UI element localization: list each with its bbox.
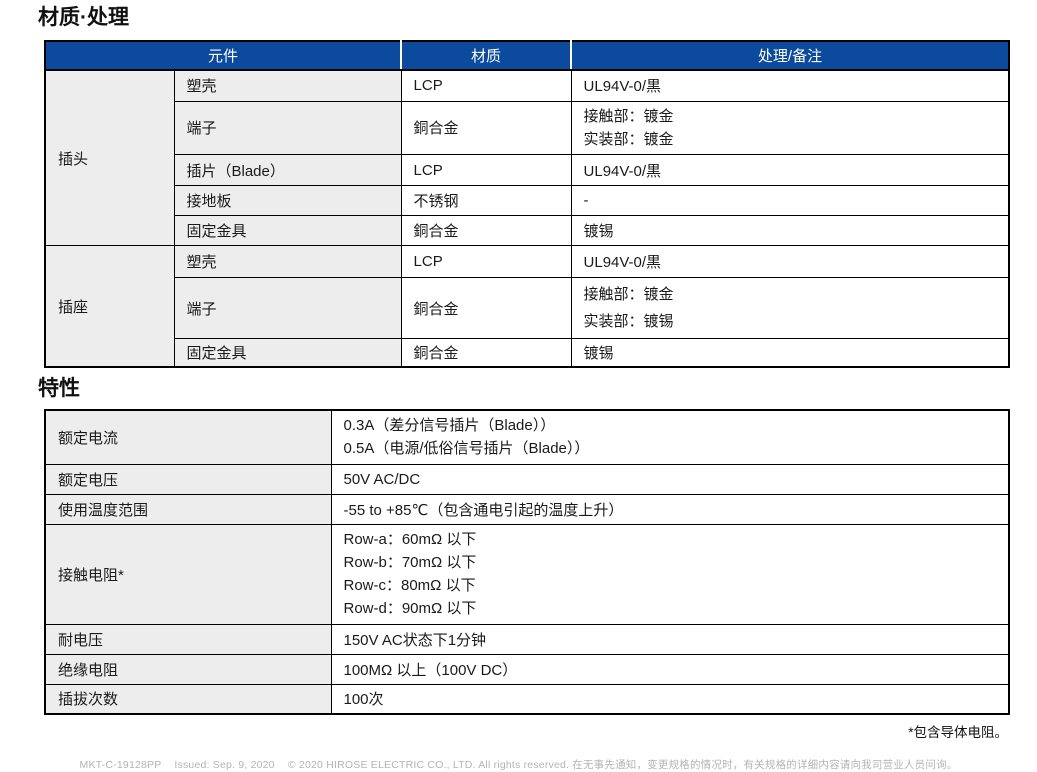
value-line: Row-d：90mΩ 以下 bbox=[343, 600, 477, 618]
part-cell: 端子 bbox=[173, 277, 402, 339]
document-number: MKT-C-19128PP bbox=[79, 759, 162, 771]
table-row: 插座 塑壳 LCP UL94V-0/黒 bbox=[44, 245, 1010, 368]
part-cell: 固定金具 bbox=[173, 215, 402, 246]
material-cell: 不锈钢 bbox=[400, 185, 572, 216]
material-cell: 銅合金 bbox=[400, 215, 572, 246]
part-cell: 端子 bbox=[173, 100, 402, 155]
material-cell: LCP bbox=[400, 69, 572, 102]
document-footer: MKT-C-19128PP Issued: Sep. 9, 2020 © 202… bbox=[0, 757, 1037, 772]
material-cell: LCP bbox=[400, 245, 572, 278]
copyright-notice: © 2020 HIROSE ELECTRIC CO., LTD. All rig… bbox=[287, 759, 958, 771]
issued-date: Issued: Sep. 9, 2020 bbox=[174, 759, 275, 771]
table-row: 耐电压 150V AC状态下1分钟 bbox=[44, 623, 1010, 655]
note-line: 实装部：镀锡 bbox=[583, 313, 674, 330]
char-label-cell: 额定电流 bbox=[44, 409, 332, 465]
table-row: 插头 塑壳 LCP UL94V-0/黒 bbox=[44, 69, 1010, 246]
material-cell: 銅合金 bbox=[400, 100, 572, 155]
material-cell: 銅合金 bbox=[400, 277, 572, 339]
col-header-material: 材质 bbox=[400, 40, 572, 71]
material-cell: 銅合金 bbox=[400, 338, 572, 368]
char-value-cell: -55 to +85℃（包含通电引起的温度上升） bbox=[330, 493, 1010, 525]
table-row: 固定金具 銅合金 镀锡 bbox=[45, 338, 1010, 368]
table-row: 使用温度范围 -55 to +85℃（包含通电引起的温度上升） bbox=[44, 493, 1010, 525]
value-line: Row-a：60mΩ 以下 bbox=[343, 530, 477, 548]
characteristics-table: 额定电流 0.3A（差分信号插片（Blade）） 0.5A（电源/低俗信号插片（… bbox=[44, 409, 1010, 715]
char-value-cell: 100次 bbox=[330, 683, 1010, 715]
char-label-cell: 绝缘电阻 bbox=[44, 653, 332, 685]
char-label-cell: 接触电阻* bbox=[44, 523, 332, 625]
materials-table: 元件 材质 处理/备注 插头 塑壳 LCP UL94V-0/黒 端子 銅合金 接… bbox=[44, 40, 1011, 368]
col-header-treatment: 处理/备注 bbox=[570, 40, 1010, 71]
table-row: 固定金具 銅合金 镀锡 bbox=[45, 215, 1010, 246]
char-label-cell: 耐电压 bbox=[44, 623, 332, 655]
table-row: 接地板 不锈钢 - bbox=[45, 185, 1010, 216]
value-line: 0.3A（差分信号插片（Blade）） bbox=[343, 417, 556, 434]
note-cell: UL94V-0/黒 bbox=[570, 245, 1010, 278]
part-cell: 塑壳 bbox=[173, 245, 402, 278]
char-label-cell: 使用温度范围 bbox=[44, 493, 332, 525]
char-value-cell: 0.3A（差分信号插片（Blade）） 0.5A（电源/低俗信号插片（Blade… bbox=[330, 409, 1010, 465]
group-cell-plug: 插头 bbox=[44, 69, 175, 246]
materials-header-row: 元件 材质 处理/备注 bbox=[44, 40, 1010, 71]
note-line: 接触部：镀金 bbox=[583, 286, 674, 303]
note-cell: UL94V-0/黒 bbox=[570, 154, 1010, 186]
char-label-cell: 额定电压 bbox=[44, 463, 332, 495]
part-cell: 固定金具 bbox=[173, 338, 402, 368]
table-row: 额定电压 50V AC/DC bbox=[44, 463, 1010, 495]
note-cell: 镀锡 bbox=[570, 215, 1010, 246]
table-row: 插片（Blade） LCP UL94V-0/黒 bbox=[45, 154, 1010, 186]
part-cell: 塑壳 bbox=[173, 69, 402, 102]
note-cell: 接触部：镀金 实装部：镀锡 bbox=[570, 277, 1010, 339]
note-cell: - bbox=[570, 185, 1010, 216]
group-cell-receptacle: 插座 bbox=[44, 245, 175, 368]
char-label-cell: 插拔次数 bbox=[44, 683, 332, 715]
table-row: 绝缘电阻 100MΩ 以上（100V DC） bbox=[44, 653, 1010, 685]
table-row: 插拔次数 100次 bbox=[44, 683, 1010, 715]
note-line: 接触部：镀金 bbox=[583, 107, 674, 125]
value-line: Row-b：70mΩ 以下 bbox=[343, 553, 477, 571]
value-line: Row-c：80mΩ 以下 bbox=[343, 577, 476, 594]
part-cell: 插片（Blade） bbox=[173, 154, 402, 186]
note-line: 实装部：镀金 bbox=[583, 130, 674, 148]
char-value-cell: Row-a：60mΩ 以下 Row-b：70mΩ 以下 Row-c：80mΩ 以… bbox=[330, 523, 1010, 625]
col-header-component: 元件 bbox=[44, 40, 402, 71]
table-row: 端子 銅合金 接触部：镀金 实装部：镀锡 bbox=[45, 277, 1010, 339]
materials-section-title: 材质·处理 bbox=[38, 6, 129, 29]
note-cell: 接触部：镀金 实装部：镀金 bbox=[570, 100, 1010, 155]
char-value-cell: 150V AC状态下1分钟 bbox=[330, 623, 1010, 655]
characteristics-section-title: 特性 bbox=[38, 377, 80, 400]
note-cell: UL94V-0/黒 bbox=[570, 69, 1010, 102]
table-row: 端子 銅合金 接触部：镀金 实装部：镀金 bbox=[45, 100, 1010, 155]
table-row: 接触电阻* Row-a：60mΩ 以下 Row-b：70mΩ 以下 Row-c：… bbox=[44, 523, 1010, 625]
material-cell: LCP bbox=[400, 154, 572, 186]
contact-resistance-footnote: *包含导体电阻。 bbox=[908, 725, 1008, 740]
table-row: 额定电流 0.3A（差分信号插片（Blade）） 0.5A（电源/低俗信号插片（… bbox=[44, 409, 1010, 465]
value-line: 0.5A（电源/低俗信号插片（Blade）） bbox=[343, 440, 590, 458]
char-value-cell: 50V AC/DC bbox=[330, 463, 1010, 495]
part-cell: 接地板 bbox=[173, 185, 402, 216]
note-cell: 镀锡 bbox=[570, 338, 1010, 368]
char-value-cell: 100MΩ 以上（100V DC） bbox=[330, 653, 1010, 685]
